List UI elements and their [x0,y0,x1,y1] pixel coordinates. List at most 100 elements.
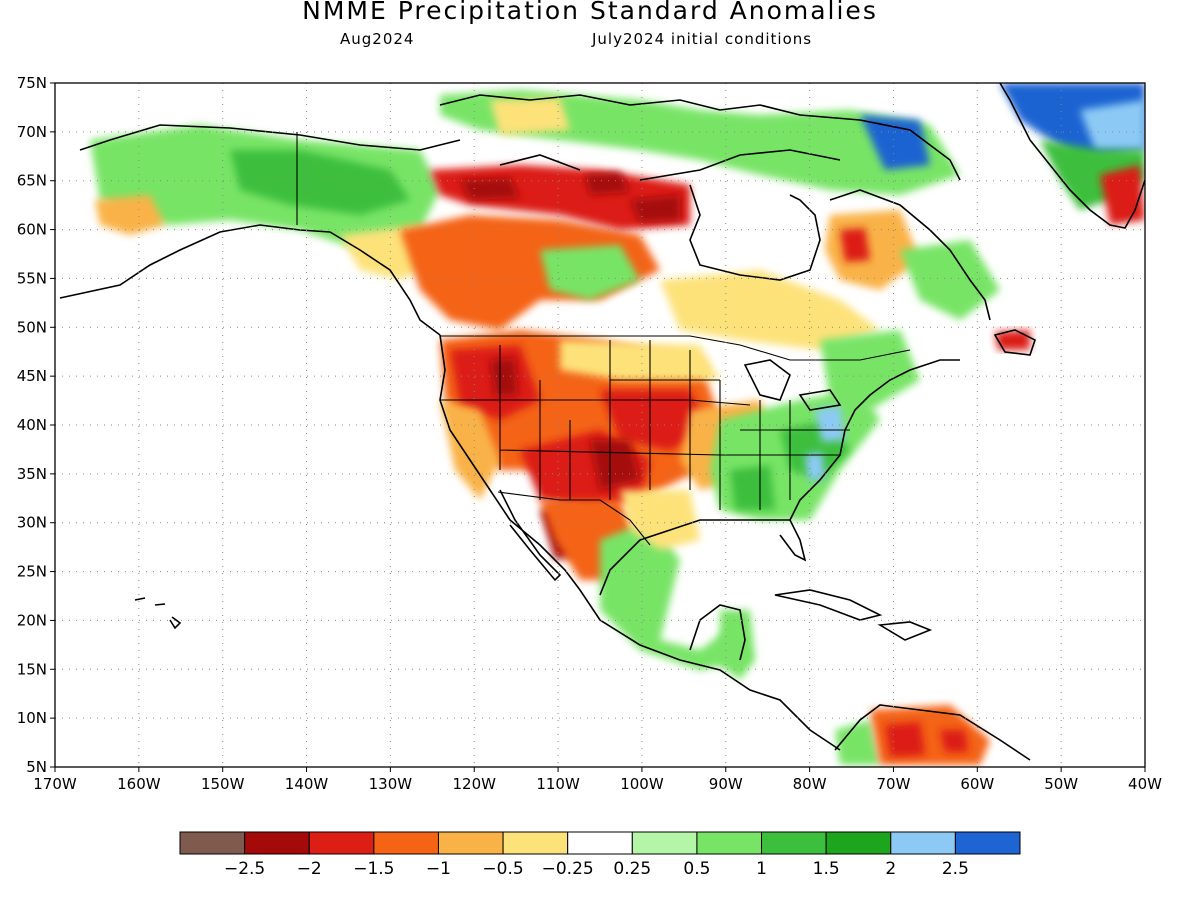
lon-tick-label: 50W [1044,775,1078,793]
coastline-gulf [599,519,807,596]
colorbar-swatch [308,831,375,855]
border-us-mexico [497,491,651,546]
anomaly-greenland-red [1100,165,1145,225]
coastline-hispaniola [877,621,933,641]
lat-tick-label: 70N [17,123,47,141]
lon-tick-label: 100W [620,775,664,793]
lat-tick-label: 25N [17,563,47,581]
lat-tick-label: 45N [17,367,47,385]
colorbar-swatch [890,831,956,855]
anomaly-plains-red [600,390,710,450]
lon-tick-label: 130W [369,775,413,793]
anomaly-arctic-yellow [490,98,570,135]
colorbar-swatch [825,831,892,855]
colorbar-swatch [373,831,439,855]
anomaly-texas-yellow [620,490,700,550]
colorbar-label: 2 [885,859,896,879]
anomaly-canada-orange [400,215,660,330]
colorbar-swatch [244,831,310,855]
lat-tick-label: 40N [17,416,47,434]
lat-tick-label: 60N [17,221,47,239]
anomaly-greenland-lightblue [1080,100,1145,150]
initial-conditions: July2024 initial conditions [592,30,813,48]
anomaly-arctic-green [440,90,960,195]
border-us-canada [440,335,911,361]
colorbar-swatch [631,831,698,855]
colorbar-label: 0.25 [613,859,651,879]
anomaly-canada-darkred [460,172,680,222]
coastline-newfoundland [993,329,1036,356]
map-title: NMME Precipitation Standard Anomalies [302,0,878,25]
colorbar-label: −1 [426,859,451,879]
lon-tick-label: 140W [285,775,329,793]
colorbar-swatch [179,831,246,855]
anomaly-central-us-yellow [560,340,720,380]
coastlines [59,83,1145,761]
lat-tick-label: 5N [26,758,47,776]
anomaly-central-america-green [720,610,880,765]
coastline-atlantic [789,359,960,521]
lat-tick-label: 20N [17,611,47,629]
lon-tick-label: 90W [709,775,743,793]
colorbar: −2.5 −2 −1.5 −1 −0.5 −0.25 0.25 0.5 1 1.5 2 2.5 [179,831,1021,879]
lon-tick-label: 110W [536,775,580,793]
colorbar-swatch [567,831,633,855]
colorbar-label: 0.5 [683,859,710,879]
anomaly-venezuela-red [885,722,968,757]
colorbar-swatch [502,831,569,855]
coastline-cuba [774,589,883,621]
anomaly-newfoundland-red [995,330,1030,350]
lat-tick-label: 55N [17,269,47,287]
forecast-month: Aug2024 [340,30,415,48]
coastline-yucatan [689,604,746,661]
anomaly-baffin-blue [860,115,930,170]
lon-tick-label: 60W [960,775,994,793]
anomaly-eastcoast-blue [805,405,845,480]
colorbar-label: −0.25 [542,859,594,879]
lat-tick-label: 30N [17,514,47,532]
coastline-hawaii [134,597,182,630]
colorbar-swatch [437,831,504,855]
lat-tick-label: 10N [17,709,47,727]
colorbar-swatch [761,831,827,855]
anomaly-ontario-yellow [660,270,880,350]
anomaly-mexico-green [600,520,750,670]
anomaly-alaska-darkgreen [230,150,410,215]
lon-tick-label: 120W [452,775,496,793]
gridlines [50,82,1146,772]
anomaly-canada-green [540,245,640,300]
colorbar-label: −2.5 [224,859,265,879]
lon-tick-label: 40W [1128,775,1162,793]
colorbar-label: 1.5 [813,859,840,879]
coastline-greenland [999,83,1145,229]
colorbar-label: −2 [297,859,322,879]
coastline-south-america [834,704,1031,761]
lat-tick-label: 35N [17,465,47,483]
lat-tick-label: 50N [17,318,47,336]
political-boundaries [296,132,911,546]
colorbar-swatch [954,831,1021,855]
coastline-baja [499,489,562,582]
lon-tick-label: 70W [877,775,911,793]
colorbar-label: 2.5 [942,859,969,879]
lon-tick-label: 170W [33,775,77,793]
coastline-hudson-bay [689,184,821,281]
state-lines [440,340,850,510]
coastline-labrador [829,189,991,321]
lon-tick-labels: 170W 160W 150W 140W 130W 120W 110W 100W 90W 80W 70… [33,775,1162,793]
lon-tick-label: 160W [117,775,161,793]
colorbar-label: −0.5 [482,859,523,879]
lon-tick-label: 150W [201,775,245,793]
coastline-great-lakes [743,359,842,411]
lat-tick-label: 15N [17,660,47,678]
anomaly-labrador-green [900,240,1000,320]
coastline-pacific [439,334,841,751]
colorbar-label: −1.5 [353,859,394,879]
colorbar-swatch [696,831,763,855]
lat-tick-labels: 75N 70N 65N 60N 55N 50N 45N 40N 35N 30N 25N 20N 15N 1… [17,74,47,776]
colorbar-label: 1 [756,859,767,879]
coastline-arctic-islands [439,94,961,181]
anomaly-quebec-red [840,228,870,262]
lat-tick-label: 65N [17,172,47,190]
